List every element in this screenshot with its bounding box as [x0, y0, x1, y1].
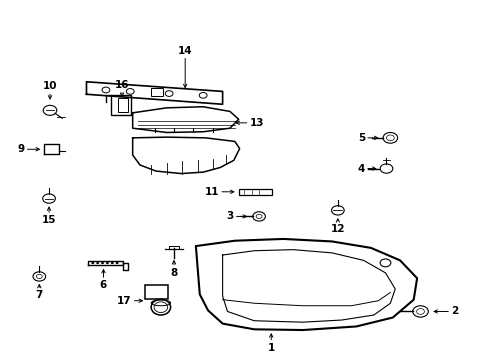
- Circle shape: [96, 262, 99, 264]
- Text: 9: 9: [18, 144, 25, 154]
- Text: 1: 1: [267, 342, 274, 352]
- Text: 14: 14: [178, 46, 192, 56]
- Circle shape: [116, 262, 118, 264]
- Circle shape: [101, 262, 104, 264]
- Text: 5: 5: [357, 133, 365, 143]
- Text: 17: 17: [117, 296, 131, 306]
- Text: 15: 15: [41, 215, 56, 225]
- Text: 7: 7: [36, 290, 43, 300]
- Text: 10: 10: [42, 81, 57, 91]
- Circle shape: [91, 262, 94, 264]
- Text: 3: 3: [226, 211, 233, 221]
- Text: 6: 6: [100, 280, 107, 290]
- Text: 8: 8: [170, 267, 177, 278]
- Circle shape: [111, 262, 114, 264]
- Text: 12: 12: [330, 224, 345, 234]
- Text: 16: 16: [115, 80, 129, 90]
- Circle shape: [106, 262, 109, 264]
- Text: 2: 2: [450, 306, 457, 316]
- Text: 11: 11: [204, 187, 219, 197]
- Text: 13: 13: [249, 118, 264, 128]
- Text: 4: 4: [357, 163, 365, 174]
